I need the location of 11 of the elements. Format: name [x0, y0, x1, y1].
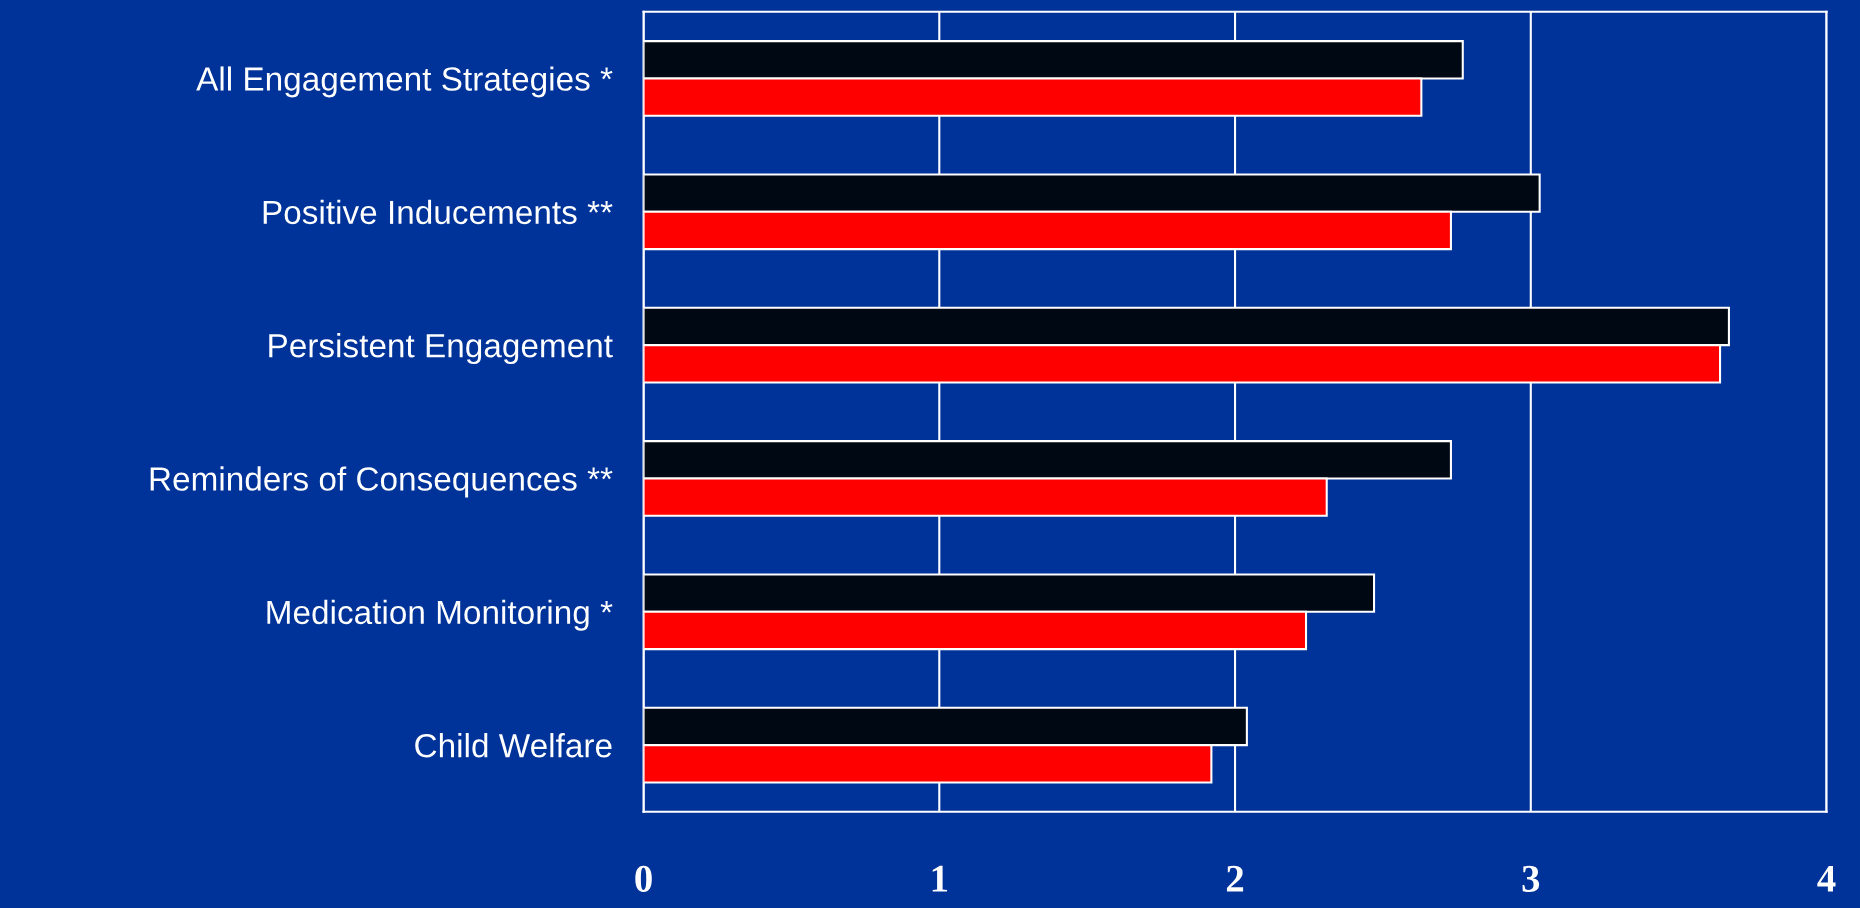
- x-tick-label: 0: [635, 865, 652, 892]
- y-tick-label: Positive Inducements **: [263, 199, 613, 225]
- y-tick-label: Medication Monitoring *: [267, 599, 613, 631]
- y-tick-label: Reminders of Consequences **: [150, 466, 613, 498]
- y-tick-label: All Engagement Strategies *: [196, 66, 613, 98]
- x-tick-label: 4: [1817, 865, 1836, 892]
- x-tick-label: 2: [1226, 865, 1244, 892]
- y-tick-label: Child Welfare: [415, 733, 612, 758]
- x-tick-label: 3: [1522, 865, 1540, 892]
- y-tick-label: Persistent Engagement: [269, 333, 613, 365]
- x-tick-label: 1: [932, 865, 948, 892]
